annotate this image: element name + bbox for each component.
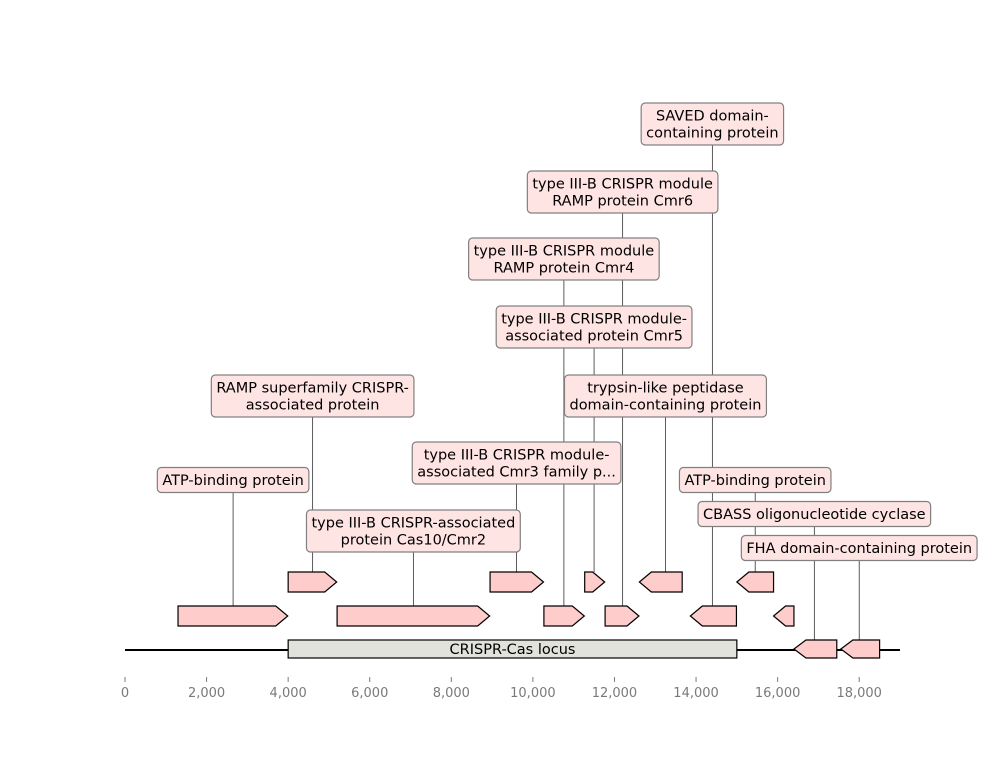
label-text: domain-containing protein: [569, 398, 761, 414]
label-text: type III-B CRISPR module-: [424, 448, 610, 464]
gene-features: [177, 571, 881, 659]
label-box: [563, 374, 768, 418]
feature-label: CBASS oligonucleotide cyclase: [697, 500, 932, 528]
label-box: [210, 374, 415, 418]
label-text: protein Cas10/Cmr2: [341, 533, 487, 549]
label-text: RAMP protein Cmr6: [552, 194, 693, 210]
tick-label: 14,000: [673, 686, 719, 701]
feature-label: FHA domain-containing protein: [740, 534, 978, 562]
gene-feature: [735, 571, 775, 593]
label-text: type III-B CRISPR-associated: [311, 516, 515, 532]
label-text: associated protein Cmr5: [505, 329, 683, 345]
gene-feature: [584, 571, 606, 593]
tick-label: 6,000: [351, 686, 388, 701]
gene-feature: [839, 639, 881, 659]
label-text: FHA domain-containing protein: [746, 541, 972, 557]
gene-feature: [287, 571, 338, 593]
feature-label: type III-B CRISPR module-associated Cmr3…: [411, 441, 622, 485]
gene-feature: [772, 605, 795, 627]
gene-feature: [336, 605, 491, 627]
x-axis: 0 2,000 4,000 6,000 8,000 10,000 12,000 14,000 1…: [121, 677, 882, 701]
gene-feature: [689, 605, 738, 627]
tick-label: 0: [121, 686, 129, 701]
label-text: type III-B CRISPR module: [474, 244, 655, 260]
label-text: RAMP protein Cmr4: [493, 261, 634, 277]
locus-label: CRISPR-Cas locus: [450, 642, 576, 658]
label-text: type III-B CRISPR module: [532, 177, 713, 193]
gene-feature: [177, 605, 289, 627]
gene-feature: [604, 605, 640, 627]
label-text: associated protein: [246, 398, 380, 414]
feature-label: RAMP superfamily CRISPR-associated prote…: [210, 374, 415, 418]
gene-feature: [638, 571, 683, 593]
label-text: RAMP superfamily CRISPR-: [216, 381, 409, 397]
tick-label: 2,000: [188, 686, 225, 701]
gene-feature: [489, 571, 545, 593]
gene-feature: [792, 639, 838, 659]
label-box: [678, 466, 832, 494]
feature-label: ATP-binding protein: [156, 466, 310, 494]
feature-labels: SAVED domain-containing protein type III-…: [156, 102, 978, 562]
label-box: [305, 509, 521, 553]
label-box: [468, 237, 660, 281]
label-box: [495, 305, 693, 349]
feature-label: ATP-binding protein: [678, 466, 832, 494]
label-box: [697, 500, 932, 528]
label-text: ATP-binding protein: [162, 473, 304, 489]
label-text: CBASS oligonucleotide cyclase: [703, 507, 926, 523]
feature-label: trypsin-like peptidasedomain-containing …: [563, 374, 768, 418]
label-box: [740, 534, 978, 562]
label-text: ATP-binding protein: [684, 473, 826, 489]
label-box: [526, 170, 719, 214]
tick-label: 8,000: [433, 686, 470, 701]
label-text: SAVED domain-: [656, 109, 769, 125]
label-box: [411, 441, 622, 485]
feature-label: type III-B CRISPR module-associated prot…: [495, 305, 693, 349]
label-text: trypsin-like peptidase: [587, 381, 744, 397]
tick-label: 4,000: [270, 686, 307, 701]
label-text: type III-B CRISPR module-: [501, 312, 687, 328]
tick-label: 10,000: [510, 686, 556, 701]
tick-label: 16,000: [755, 686, 801, 701]
locus-region: [287, 639, 738, 659]
label-box: [156, 466, 310, 494]
tick-label: 18,000: [836, 686, 882, 701]
sequence-track: CRISPR-Cas locus: [125, 639, 900, 659]
gene-feature: [543, 605, 586, 627]
label-text: associated Cmr3 family p...: [417, 465, 616, 481]
feature-label: SAVED domain-containing protein: [640, 102, 785, 146]
label-box: [640, 102, 785, 146]
tick-label: 12,000: [592, 686, 638, 701]
label-text: containing protein: [646, 126, 778, 142]
